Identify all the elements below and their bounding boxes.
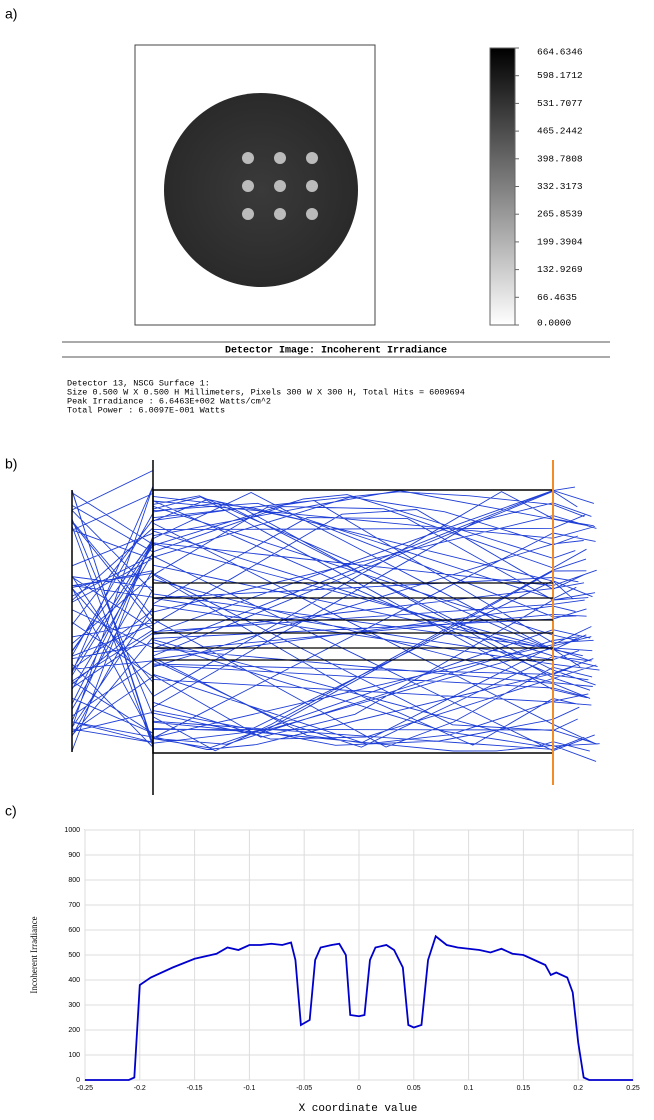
- colorbar-label: 0.0000: [537, 318, 572, 329]
- y-tick-label: 700: [68, 902, 80, 909]
- colorbar-label: 664.6346: [537, 47, 583, 58]
- y-tick-label: 600: [68, 927, 80, 934]
- beam-disk: [164, 93, 358, 287]
- y-tick-label: 100: [68, 1052, 80, 1059]
- info-line: Detector 13, NSCG Surface 1:: [67, 378, 210, 388]
- info-line: Total Power : 6.0097E-001 Watts: [67, 405, 225, 415]
- y-tick-label: 300: [68, 1002, 80, 1009]
- x-tick-label: 0.25: [626, 1085, 640, 1092]
- colorbar-label: 66.4635: [537, 292, 577, 303]
- x-tick-label: 0.2: [573, 1085, 583, 1092]
- ray-trace: [71, 470, 600, 762]
- x-axis-label: X coordinate value: [299, 1103, 418, 1115]
- colorbar-label: 598.1712: [537, 70, 583, 81]
- y-tick-label: 500: [68, 952, 80, 959]
- colorbar-label: 398.7808: [537, 153, 583, 164]
- colorbar-label: 332.3173: [537, 181, 583, 192]
- x-tick-label: 0.05: [407, 1085, 421, 1092]
- x-tick-label: 0.15: [517, 1085, 531, 1092]
- info-line: Size 0.500 W X 0.500 H Millimeters, Pixe…: [67, 387, 465, 397]
- panel-label: c): [5, 803, 17, 819]
- colorbar-label: 265.8539: [537, 209, 583, 220]
- colorbar-label: 465.2442: [537, 126, 583, 137]
- profile-line: [85, 934, 633, 1081]
- x-tick-label: -0.05: [296, 1085, 312, 1092]
- panel-label: a): [5, 6, 17, 22]
- rays: [71, 470, 600, 762]
- panel-label: b): [5, 456, 17, 472]
- y-tick-label: 800: [68, 877, 80, 884]
- x-tick-label: -0.15: [187, 1085, 203, 1092]
- y-tick-label: 200: [68, 1027, 80, 1034]
- y-tick-label: 0: [76, 1077, 80, 1084]
- x-tick-label: -0.2: [134, 1085, 146, 1092]
- y-tick-label: 400: [68, 977, 80, 984]
- x-tick-label: 0.1: [464, 1085, 474, 1092]
- x-tick-label: -0.1: [243, 1085, 255, 1092]
- y-tick-label: 1000: [64, 827, 80, 834]
- colorbar-label: 132.9269: [537, 264, 583, 275]
- x-tick-label: -0.25: [77, 1085, 93, 1092]
- holes: [242, 152, 318, 220]
- info-line: Peak Irradiance : 6.6463E+002 Watts/cm^2: [67, 396, 271, 406]
- y-tick-label: 900: [68, 852, 80, 859]
- holes-section: [153, 582, 553, 661]
- colorbar-label: 199.3904: [537, 236, 583, 247]
- y-axis-label: Incoherent Irradiance: [29, 916, 39, 993]
- colorbar-label: 531.7077: [537, 98, 583, 109]
- caption: Detector Image: Incoherent Irradiance: [225, 345, 447, 357]
- x-tick-label: 0: [357, 1085, 361, 1092]
- colorbar: [489, 47, 516, 326]
